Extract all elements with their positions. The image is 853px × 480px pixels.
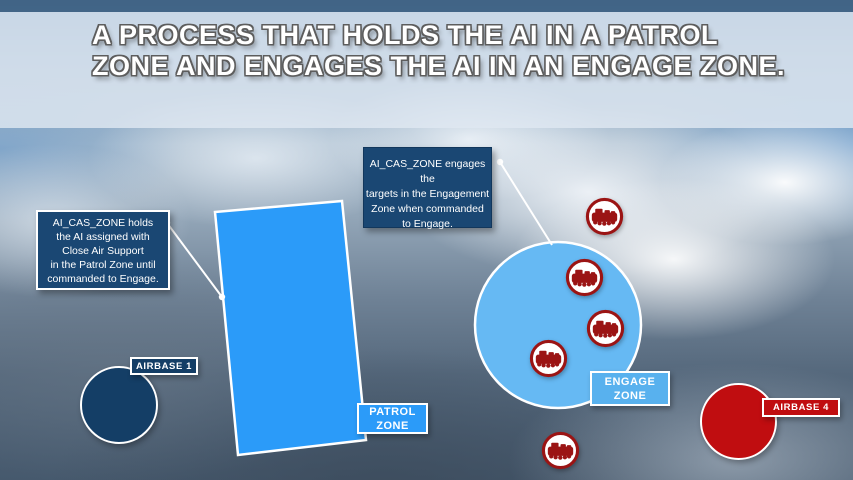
tank-icon [541,431,580,470]
leader-dot [218,293,226,301]
airbase-1-circle [80,366,158,444]
tank-icon [585,197,624,236]
tank-icon [529,339,568,378]
ground-target-icon [529,339,568,378]
tank-icon [565,258,604,297]
patrol-callout: AI_CAS_ZONE holds the AI assigned with C… [36,210,170,290]
ground-target-icon [585,197,624,236]
ground-target-icon [565,258,604,297]
title-band [0,12,853,128]
patrol-zone-shape [213,199,368,457]
airbase-4-label: AIRBASE 4 [762,398,840,417]
patrol-zone-label: PATROL ZONE [357,403,428,434]
airbase-4-circle [700,383,777,460]
leader-dot [496,158,504,166]
airbase-1-label: AIRBASE 1 [130,357,198,375]
ground-target-icon [541,431,580,470]
tank-icon [586,309,625,348]
patrol-callout-leader-line [166,222,223,298]
ground-target-icon [586,309,625,348]
engage-callout: AI_CAS_ZONE engages the targets in the E… [363,147,492,230]
slide-title: A PROCESS THAT HOLDS THE AI IN A PATROL … [92,20,786,81]
engage-callout-leader-line [499,161,553,246]
top-border-strip [0,0,853,12]
engage-zone-label: ENGAGE ZONE [590,371,670,406]
